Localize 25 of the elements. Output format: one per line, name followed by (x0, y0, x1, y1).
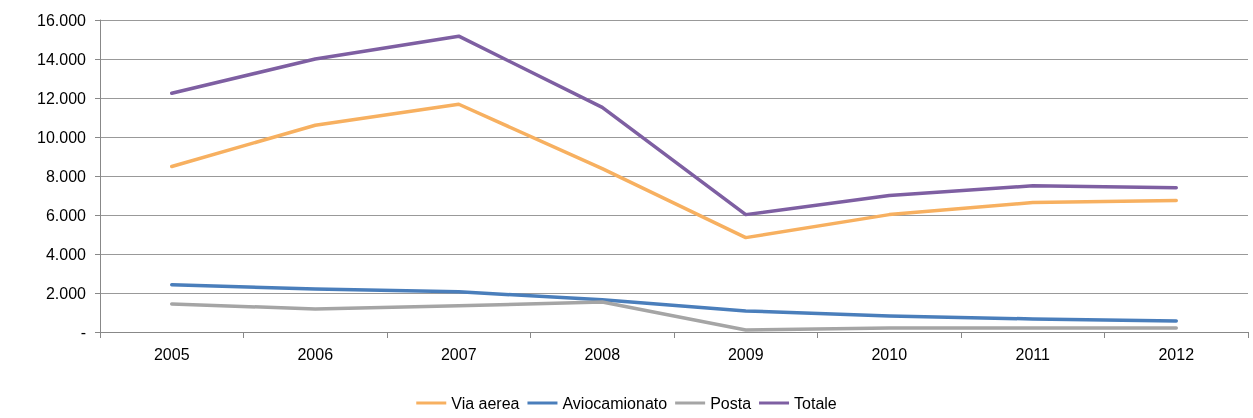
x-tick-label: 2012 (1158, 345, 1195, 363)
x-tick-label: 2007 (440, 345, 477, 363)
x-tick-label: 2008 (584, 345, 621, 363)
legend-label: Posta (710, 394, 752, 412)
y-tick-label: 8.000 (45, 167, 87, 185)
line-series (170, 34, 1178, 217)
y-tick-label: 14.000 (37, 50, 87, 68)
legend-label: Via aerea (451, 394, 520, 412)
x-tick-label: 2009 (727, 345, 764, 363)
x-tick-label: 2011 (1015, 345, 1051, 363)
y-tick-label: 6.000 (45, 206, 87, 224)
y-tick-label: 10.000 (37, 128, 87, 146)
line-series (170, 283, 1178, 323)
y-tick-label: 16.000 (37, 11, 87, 29)
y-tick-label: - (80, 323, 86, 341)
y-tick-label: 4.000 (45, 245, 87, 263)
y-tick-label: 2.000 (45, 284, 87, 302)
line-series (170, 102, 1178, 240)
legend-label: Totale (794, 394, 837, 412)
line-series (170, 300, 1178, 332)
x-tick-label: 2010 (871, 345, 908, 363)
x-tick-label: 2006 (297, 345, 334, 363)
legend-label: Aviocamionato (562, 394, 668, 412)
y-tick-label: 12.000 (37, 89, 87, 107)
x-tick-label: 2005 (153, 345, 190, 363)
